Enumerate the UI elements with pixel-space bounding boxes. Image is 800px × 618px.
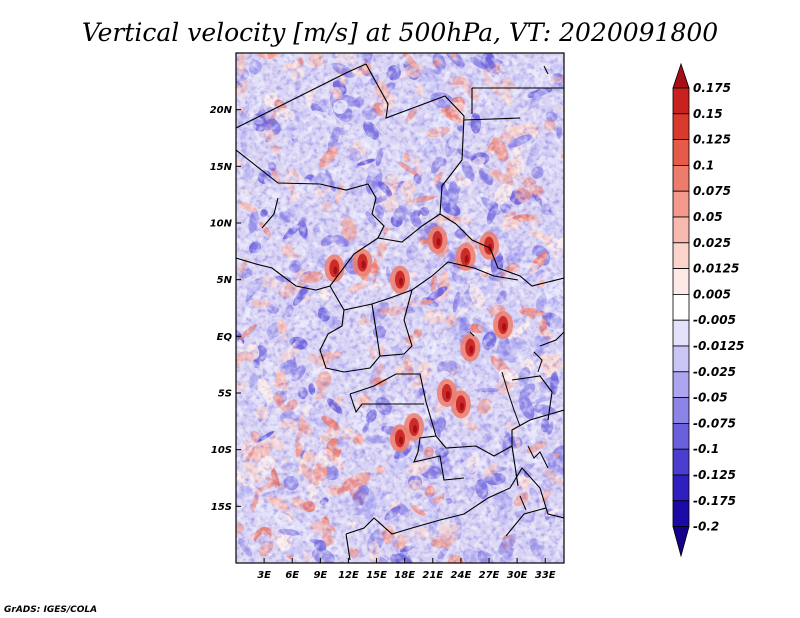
- updraft-spot-peak: [333, 266, 338, 275]
- colorbar-label: -0.125: [693, 468, 736, 482]
- colorbar-swatch: [672, 345, 690, 373]
- colorbar-swatch: [672, 113, 690, 141]
- colorbar-swatch: [672, 293, 690, 321]
- colorbar-label: -0.005: [693, 313, 736, 327]
- updraft-spot-peak: [399, 277, 403, 286]
- updraft-spot-peak: [399, 436, 403, 445]
- colorbar-swatch: [672, 448, 690, 476]
- colorbar-swatch: [672, 216, 690, 244]
- updraft-spots: [324, 226, 514, 453]
- x-tick-label: 33E: [535, 570, 556, 581]
- map-area: [236, 53, 564, 563]
- colorbar-label: -0.05: [693, 391, 728, 405]
- colorbar-extend-top: [672, 62, 690, 89]
- y-axis: 20N 15N 10N 5N EQ 5S 10S 15S: [210, 105, 241, 513]
- lake-borders: [469, 65, 549, 511]
- x-tick-label: 6E: [285, 570, 299, 581]
- colorbar: 0.175 0.15 0.125 0.1 0.075 0.05 0.025 0.0125 0.0…: [672, 62, 744, 558]
- y-tick-label: 10S: [211, 445, 232, 456]
- colorbar-extend-bottom: [672, 526, 690, 558]
- colorbar-label: 0.025: [693, 236, 731, 250]
- colorbar-swatch: [672, 500, 690, 527]
- colorbar-swatch: [672, 474, 690, 502]
- colorbar-label: -0.1: [693, 442, 719, 456]
- border-north-africa: [236, 63, 564, 243]
- updraft-spot-peak: [361, 260, 366, 269]
- colorbar-swatch: [672, 268, 690, 295]
- updraft-spot-peak: [464, 255, 469, 263]
- updraft-spot-peak: [502, 323, 507, 331]
- x-tick-label: 9E: [313, 570, 327, 581]
- y-tick-label: 10N: [210, 219, 233, 230]
- colorbar-label: 0.075: [693, 184, 731, 198]
- country-borders: [236, 63, 564, 561]
- x-tick-label: 24E: [451, 570, 472, 581]
- x-tick-label: 30E: [507, 570, 528, 581]
- border-central: [236, 197, 564, 373]
- colorbar-swatch: [672, 139, 690, 166]
- colorbar-label: 0.005: [693, 287, 731, 301]
- y-tick-label: 5S: [218, 389, 232, 400]
- colorbar-label: -0.2: [693, 520, 719, 534]
- colorbar-label: 0.175: [693, 81, 731, 95]
- updraft-spot-peak: [436, 238, 441, 246]
- y-tick-label: 5N: [217, 275, 233, 286]
- updraft-spot-peak: [469, 345, 474, 354]
- map-frame: [235, 52, 565, 564]
- noise-white: [236, 53, 564, 563]
- colorbar-swatch: [672, 319, 690, 347]
- colorbar-swatch: [672, 87, 690, 115]
- colorbar-label: 0.125: [693, 133, 731, 147]
- y-tick-label: EQ: [217, 332, 233, 343]
- y-tick-label: 15N: [210, 162, 233, 173]
- updraft-spot-peak: [459, 402, 464, 411]
- colorbar-swatch: [672, 397, 690, 424]
- colorbar-label: -0.025: [693, 365, 736, 379]
- updraft-spot-peak: [413, 425, 418, 433]
- colorbar-swatch: [672, 164, 690, 192]
- x-tick-label: 21E: [422, 570, 443, 581]
- colorbar-swatch: [672, 190, 690, 218]
- x-axis: 3E 6E 9E 12E 15E 18E 21E 24E 27E 30E 33E: [257, 558, 556, 581]
- border-south: [345, 331, 564, 561]
- colorbar-label: -0.0125: [693, 339, 744, 353]
- x-tick-label: 18E: [394, 570, 415, 581]
- colorbar-label: -0.175: [693, 494, 736, 508]
- x-tick-label: 3E: [257, 570, 271, 581]
- colorbar-label: 0.15: [693, 107, 723, 121]
- colorbar-swatch: [672, 371, 690, 398]
- colorbar-swatch: [672, 242, 690, 270]
- y-tick-label: 20N: [210, 105, 233, 116]
- colorbar-label: 0.0125: [693, 262, 739, 276]
- x-tick-label: 12E: [338, 570, 359, 581]
- colorbar-swatch: [672, 422, 690, 450]
- y-tick-label: 15S: [211, 502, 232, 513]
- x-tick-label: 27E: [479, 570, 500, 581]
- updraft-spot-peak: [445, 391, 450, 399]
- credit-text: GrADS: IGES/COLA: [4, 605, 97, 615]
- chart-title: Vertical velocity [m/s] at 500hPa, VT: 2…: [82, 18, 718, 47]
- colorbar-label: -0.075: [693, 416, 736, 430]
- colorbar-label: 0.1: [693, 158, 714, 172]
- x-tick-label: 15E: [366, 570, 387, 581]
- colorbar-label: 0.05: [693, 210, 723, 224]
